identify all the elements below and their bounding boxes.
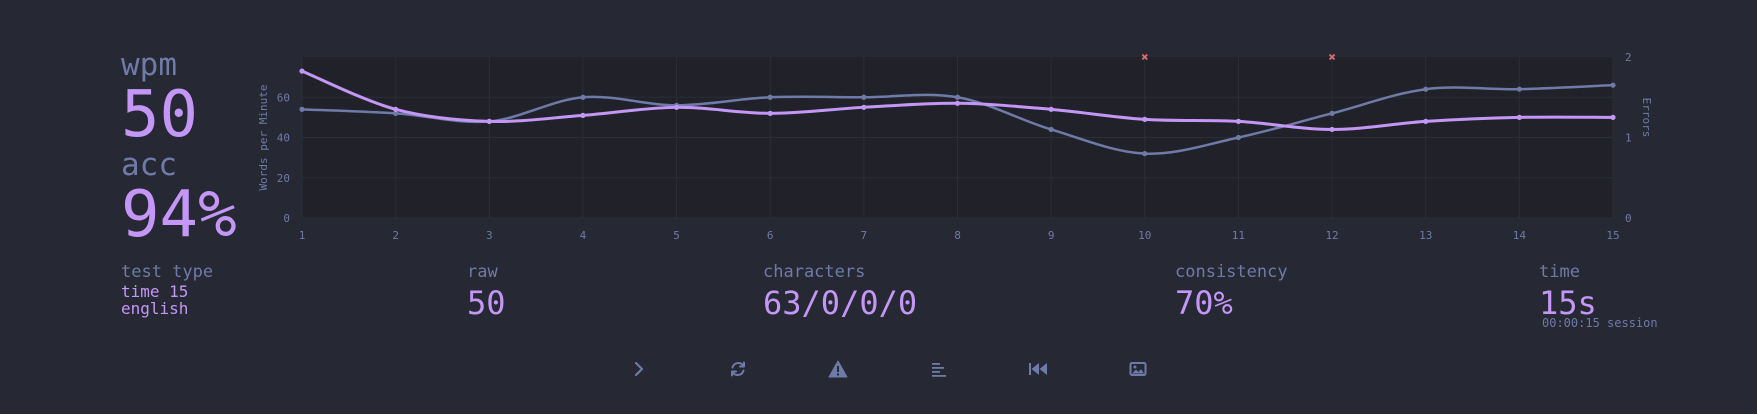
- x-tick-label-10: 11: [1232, 229, 1245, 242]
- y2-tick-label-2: 2: [1625, 51, 1632, 64]
- y-tick-label-2: 40: [277, 132, 290, 145]
- error-marker-1: [1328, 53, 1336, 61]
- series-0-point-9: [1142, 151, 1148, 157]
- acc-value: 94%: [121, 178, 237, 252]
- series-1-point-12: [1423, 118, 1429, 124]
- restart-icon: [731, 361, 745, 377]
- x-tick-label-7: 8: [954, 229, 961, 242]
- series-0-point-5: [767, 94, 773, 100]
- words-history-icon: [932, 363, 946, 377]
- screenshot-button[interactable]: [1121, 352, 1155, 386]
- y2-tick-label-1: 1: [1625, 132, 1632, 145]
- x-tick-label-9: 10: [1138, 229, 1151, 242]
- series-0-point-3: [580, 94, 586, 100]
- y-tick-label-3: 60: [277, 91, 290, 104]
- series-1-point-13: [1516, 114, 1522, 120]
- time-value: 15s: [1539, 284, 1597, 322]
- series-1-point-5: [767, 110, 773, 116]
- series-1-point-10: [1235, 118, 1242, 124]
- series-0-point-0: [299, 106, 305, 112]
- series-1-point-3: [580, 112, 586, 118]
- x-tick-label-3: 4: [580, 229, 587, 242]
- x-axis: 1 2 3 4 5 6 7 8 9 10 11 12 13 14 15: [299, 229, 1620, 242]
- warning-icon: [828, 360, 848, 378]
- screenshot-icon: [1129, 362, 1147, 376]
- test-type-label: test type: [121, 262, 214, 282]
- series-1-point-1: [393, 106, 399, 112]
- y-tick-label-0: 0: [283, 212, 290, 225]
- raw-label: raw: [467, 262, 498, 282]
- series-1-point-8: [1048, 106, 1054, 112]
- y2-tick-label-0: 0: [1625, 212, 1632, 225]
- y-axis: 0 20 40 60: [277, 91, 290, 225]
- series-1-point-4: [673, 104, 680, 110]
- time-label: time: [1539, 262, 1580, 282]
- x-tick-label-13: 14: [1513, 229, 1527, 242]
- report-button[interactable]: [821, 352, 855, 386]
- series-0-point-12: [1423, 86, 1429, 92]
- error-marker-0: [1141, 53, 1148, 61]
- series-1-point-7: [954, 100, 961, 106]
- x-tick-label-6: 7: [861, 229, 868, 242]
- x-tick-label-11: 12: [1325, 229, 1338, 242]
- y-tick-label-1: 20: [277, 172, 290, 185]
- x-tick-label-14: 15: [1606, 229, 1619, 242]
- series-0-point-13: [1516, 86, 1522, 92]
- y2-axis-label: Errors: [1640, 98, 1653, 138]
- x-tick-label-1: 2: [392, 229, 399, 242]
- next-test-button[interactable]: [622, 352, 656, 386]
- restart-test-button[interactable]: [721, 352, 755, 386]
- replay-icon: [1029, 363, 1047, 375]
- chart-series: [299, 68, 1616, 157]
- x-tick-label-8: 9: [1048, 229, 1055, 242]
- x-tick-label-0: 1: [299, 229, 306, 242]
- series-0-point-1: [393, 110, 399, 116]
- replay-button[interactable]: [1021, 352, 1055, 386]
- series-0-point-7: [954, 94, 961, 100]
- error-markers: [1141, 53, 1336, 61]
- consistency-value: 70%: [1175, 284, 1233, 322]
- series-1-point-9: [1142, 116, 1148, 122]
- series-0-point-6: [861, 94, 867, 100]
- acc-label: acc: [121, 147, 177, 183]
- x-tick-label-2: 3: [486, 229, 493, 242]
- series-1-point-14: [1610, 114, 1616, 120]
- x-tick-label-12: 13: [1419, 229, 1432, 242]
- series-1-point-6: [861, 104, 867, 110]
- chevron-right-icon: [634, 361, 644, 377]
- series-0-point-11: [1329, 110, 1335, 116]
- words-history-button[interactable]: [922, 352, 956, 386]
- x-tick-label-4: 5: [673, 229, 680, 242]
- test-type-language[interactable]: english: [121, 299, 189, 318]
- characters-label: characters: [763, 262, 866, 282]
- session-time: 00:00:15 session: [1542, 316, 1658, 330]
- series-1-point-11: [1329, 126, 1335, 133]
- wpm-value: 50: [121, 78, 199, 152]
- consistency-label: consistency: [1175, 262, 1288, 282]
- x-tick-label-5: 6: [767, 229, 774, 242]
- series-0-point-14: [1610, 82, 1616, 88]
- series-1-point-0: [299, 68, 305, 74]
- wpm-label: wpm: [121, 47, 177, 83]
- test-type-mode[interactable]: time 15: [121, 282, 189, 301]
- series-1-point-2: [486, 118, 492, 124]
- series-1: [299, 68, 1616, 133]
- characters-value: 63/0/0/0: [763, 284, 918, 322]
- y2-axis: 0 1 2: [1625, 51, 1632, 225]
- series-0-point-10: [1235, 134, 1242, 141]
- raw-value: 50: [467, 284, 506, 322]
- y-axis-label: Words per Minute: [257, 85, 270, 191]
- series-0-point-8: [1048, 126, 1054, 133]
